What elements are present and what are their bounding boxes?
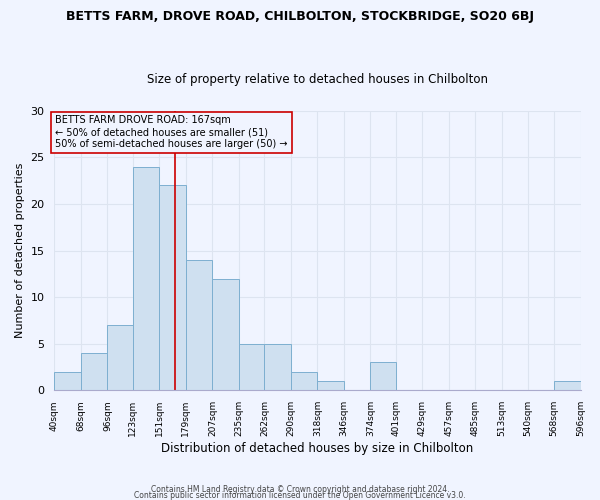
Bar bbox=[55, 372, 81, 390]
X-axis label: Distribution of detached houses by size in Chilbolton: Distribution of detached houses by size … bbox=[161, 442, 473, 455]
Text: Contains public sector information licensed under the Open Government Licence v3: Contains public sector information licen… bbox=[134, 490, 466, 500]
Bar bbox=[554, 381, 581, 390]
Bar bbox=[212, 278, 239, 390]
Text: BETTS FARM DROVE ROAD: 167sqm
← 50% of detached houses are smaller (51)
50% of s: BETTS FARM DROVE ROAD: 167sqm ← 50% of d… bbox=[55, 116, 288, 148]
Text: BETTS FARM, DROVE ROAD, CHILBOLTON, STOCKBRIDGE, SO20 6BJ: BETTS FARM, DROVE ROAD, CHILBOLTON, STOC… bbox=[66, 10, 534, 23]
Bar bbox=[239, 344, 265, 391]
Bar bbox=[291, 372, 317, 390]
Y-axis label: Number of detached properties: Number of detached properties bbox=[15, 163, 25, 338]
Bar bbox=[81, 353, 107, 391]
Bar bbox=[317, 381, 344, 390]
Bar bbox=[265, 344, 291, 391]
Bar bbox=[160, 186, 186, 390]
Text: Contains HM Land Registry data © Crown copyright and database right 2024.: Contains HM Land Registry data © Crown c… bbox=[151, 484, 449, 494]
Bar bbox=[107, 325, 133, 390]
Bar bbox=[186, 260, 212, 390]
Bar bbox=[133, 166, 160, 390]
Title: Size of property relative to detached houses in Chilbolton: Size of property relative to detached ho… bbox=[147, 73, 488, 86]
Bar bbox=[370, 362, 396, 390]
